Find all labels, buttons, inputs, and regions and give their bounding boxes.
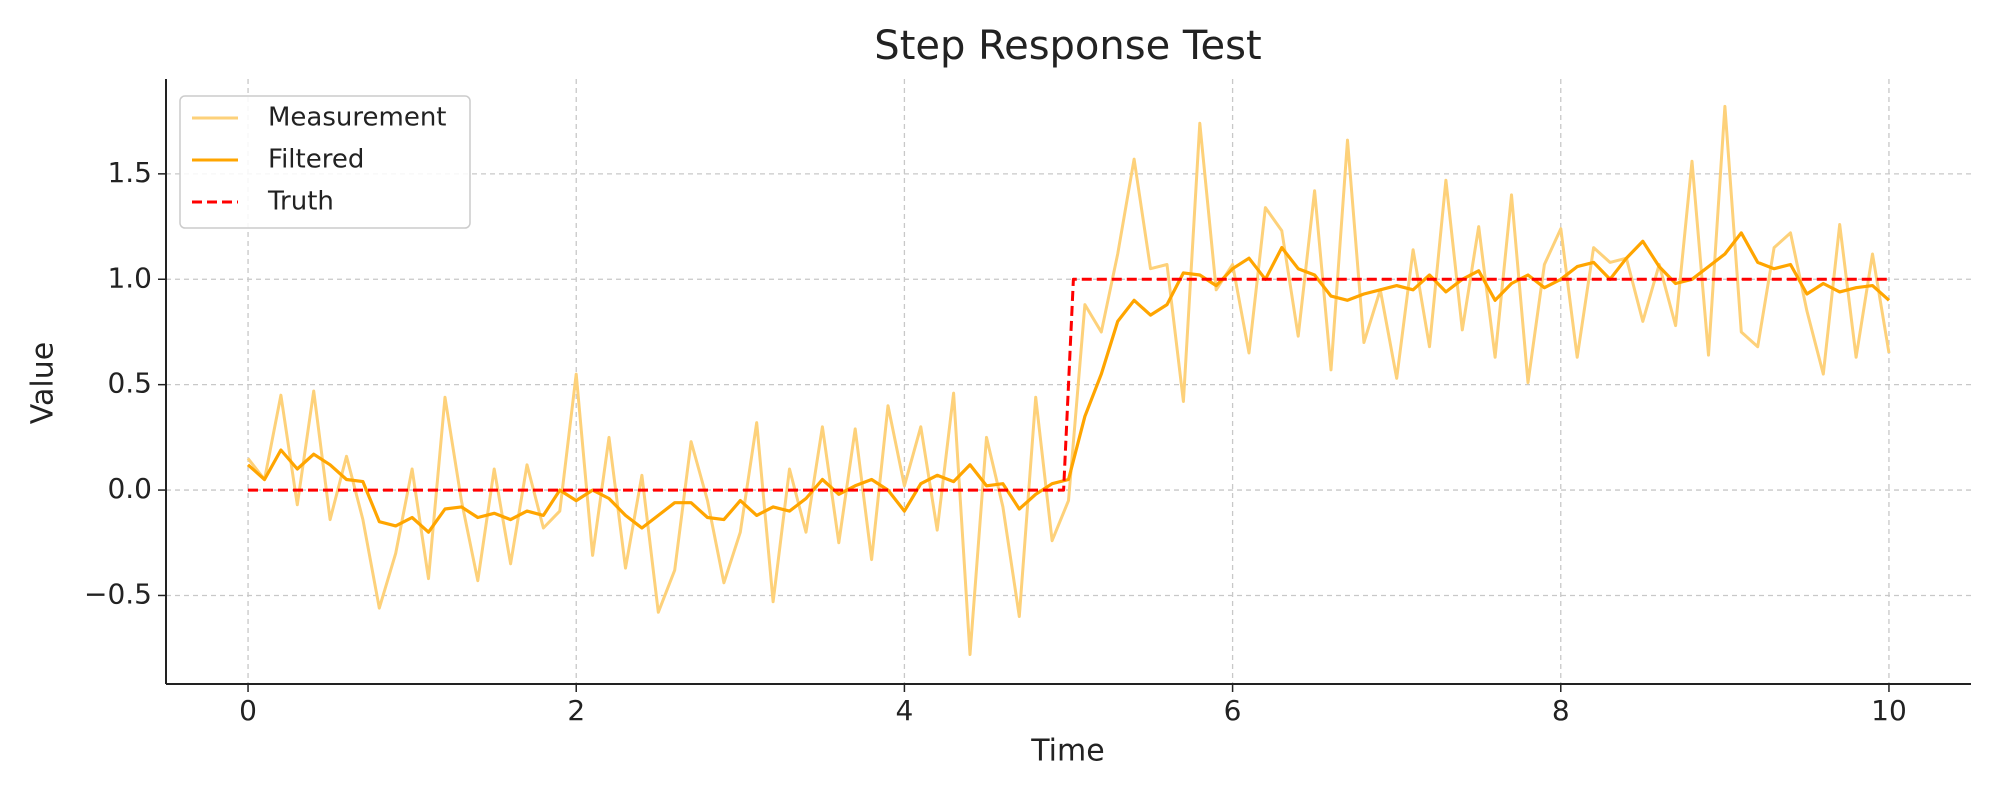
y-tick-label: 0.5	[107, 367, 152, 400]
legend-label: Measurement	[268, 103, 447, 133]
legend-label: Filtered	[268, 145, 364, 175]
x-tick-label: 8	[1552, 694, 1570, 727]
x-tick-label: 4	[895, 694, 913, 727]
legend-box	[179, 95, 471, 229]
x-tick-label: 6	[1224, 694, 1242, 727]
x-axis-label: Time	[1030, 734, 1104, 769]
y-tick-label: −0.5	[84, 577, 152, 610]
y-axis-label: Value	[26, 342, 61, 424]
x-tick-label: 10	[1871, 694, 1907, 727]
x-tick-label: 0	[239, 694, 257, 727]
y-tick-label: 0.0	[107, 472, 152, 505]
series-line	[248, 277, 1889, 492]
y-tick-label: 1.5	[107, 156, 152, 189]
legend-label: Truth	[267, 187, 334, 217]
series-line	[246, 231, 1891, 534]
x-tick-label: 2	[567, 694, 585, 727]
y-tick-label: 1.0	[107, 261, 152, 294]
chart-title: Step Response Test	[874, 23, 1261, 69]
series-line	[246, 104, 1891, 656]
